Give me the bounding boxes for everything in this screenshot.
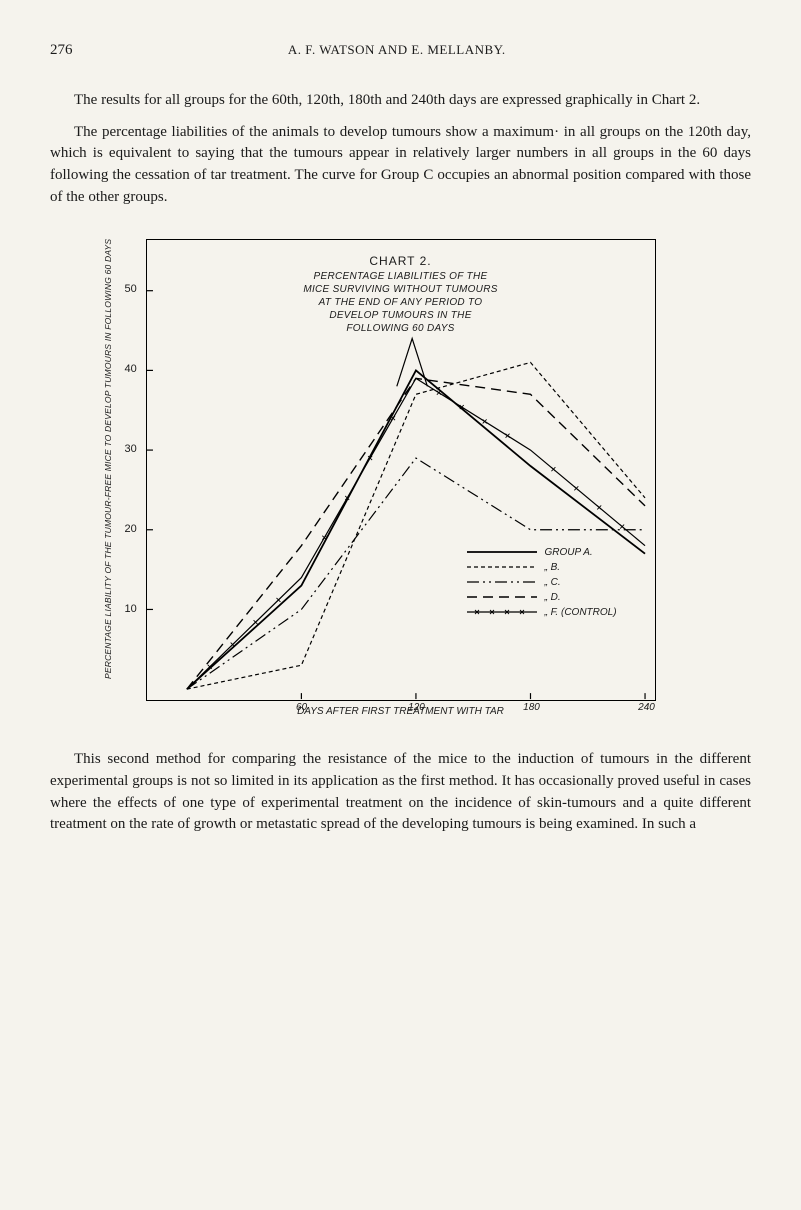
xtick-label: 240	[638, 701, 655, 716]
ytick-label: 20	[125, 522, 137, 538]
legend-row: „ C.	[467, 575, 635, 590]
ytick-label: 50	[125, 282, 137, 298]
legend-row: „ D.	[467, 590, 635, 605]
paragraph-3: This second method for comparing the res…	[50, 749, 751, 836]
ytick-label: 10	[125, 602, 137, 618]
legend-label: „ F. (CONTROL)	[545, 605, 635, 620]
chart-legend: GROUP A.„ B.„ C.„ D.„ F. (CONTROL)	[467, 545, 635, 620]
xtick-label: 60	[296, 701, 307, 716]
authors-header: A. F. WATSON AND E. MELLANBY.	[73, 41, 722, 60]
chart-ylabel: PERCENTAGE LIABILITY OF THE TUMOUR-FREE …	[101, 279, 113, 679]
chart-xlabel: DAYS AFTER FIRST TREATMENT WITH TAR	[146, 705, 656, 720]
legend-row: GROUP A.	[467, 545, 635, 560]
page-header: 276 A. F. WATSON AND E. MELLANBY.	[50, 40, 751, 62]
legend-label: „ B.	[545, 560, 635, 575]
paragraph-1: The results for all groups for the 60th,…	[50, 90, 751, 112]
legend-row: „ B.	[467, 560, 635, 575]
chart-frame: CHART 2. PERCENTAGE LIABILITIES OF THE M…	[146, 239, 656, 701]
xtick-label: 120	[408, 701, 425, 716]
ytick-label: 30	[125, 442, 137, 458]
legend-label: GROUP A.	[545, 545, 635, 560]
ytick-label: 40	[125, 362, 137, 378]
chart-2: PERCENTAGE LIABILITY OF THE TUMOUR-FREE …	[146, 239, 656, 720]
paragraph-2: The percentage liabilities of the animal…	[50, 122, 751, 209]
legend-row: „ F. (CONTROL)	[467, 605, 635, 620]
legend-label: „ C.	[545, 575, 635, 590]
legend-label: „ D.	[545, 590, 635, 605]
page-number: 276	[50, 40, 73, 62]
chart-plot-svg	[147, 240, 655, 700]
xtick-label: 180	[523, 701, 540, 716]
